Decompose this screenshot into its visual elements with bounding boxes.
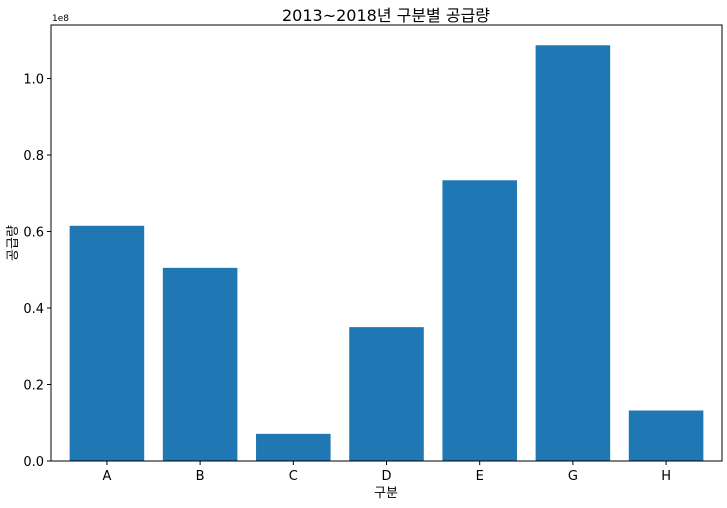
chart-title: 2013~2018년 구분별 공급량 bbox=[282, 6, 490, 25]
bar-D bbox=[349, 327, 424, 461]
x-tick-label: D bbox=[381, 469, 391, 484]
x-tick-label: B bbox=[196, 469, 205, 484]
y-axis-label: 공급량 bbox=[6, 225, 21, 261]
x-axis-label: 구분 bbox=[374, 486, 398, 501]
x-tick-label: A bbox=[102, 469, 111, 484]
y-tick-label: 1.0 bbox=[23, 73, 44, 88]
y-tick-label: 0.6 bbox=[23, 226, 44, 241]
bar-H bbox=[628, 410, 704, 461]
x-tick-label: G bbox=[568, 469, 578, 484]
bars-group bbox=[69, 45, 704, 462]
y-tick-label: 0.8 bbox=[23, 149, 44, 164]
y-axis-multiplier: 1e8 bbox=[52, 14, 69, 24]
bar-A bbox=[69, 225, 145, 461]
y-tick-label: 0.2 bbox=[23, 379, 44, 394]
bar-E bbox=[442, 180, 517, 461]
x-tick-label: E bbox=[476, 469, 484, 484]
y-tick-label: 0.0 bbox=[23, 455, 44, 470]
y-axis-ticks: 0.0 0.2 0.4 0.6 0.8 1.0 bbox=[23, 73, 51, 470]
plot-frame bbox=[50, 24, 723, 462]
x-tick-label: H bbox=[661, 469, 671, 484]
y-tick-label: 0.4 bbox=[23, 302, 44, 317]
bar-B bbox=[162, 267, 238, 461]
bar-C bbox=[256, 433, 331, 461]
x-tick-label: C bbox=[289, 469, 298, 484]
bar-G bbox=[535, 45, 611, 462]
